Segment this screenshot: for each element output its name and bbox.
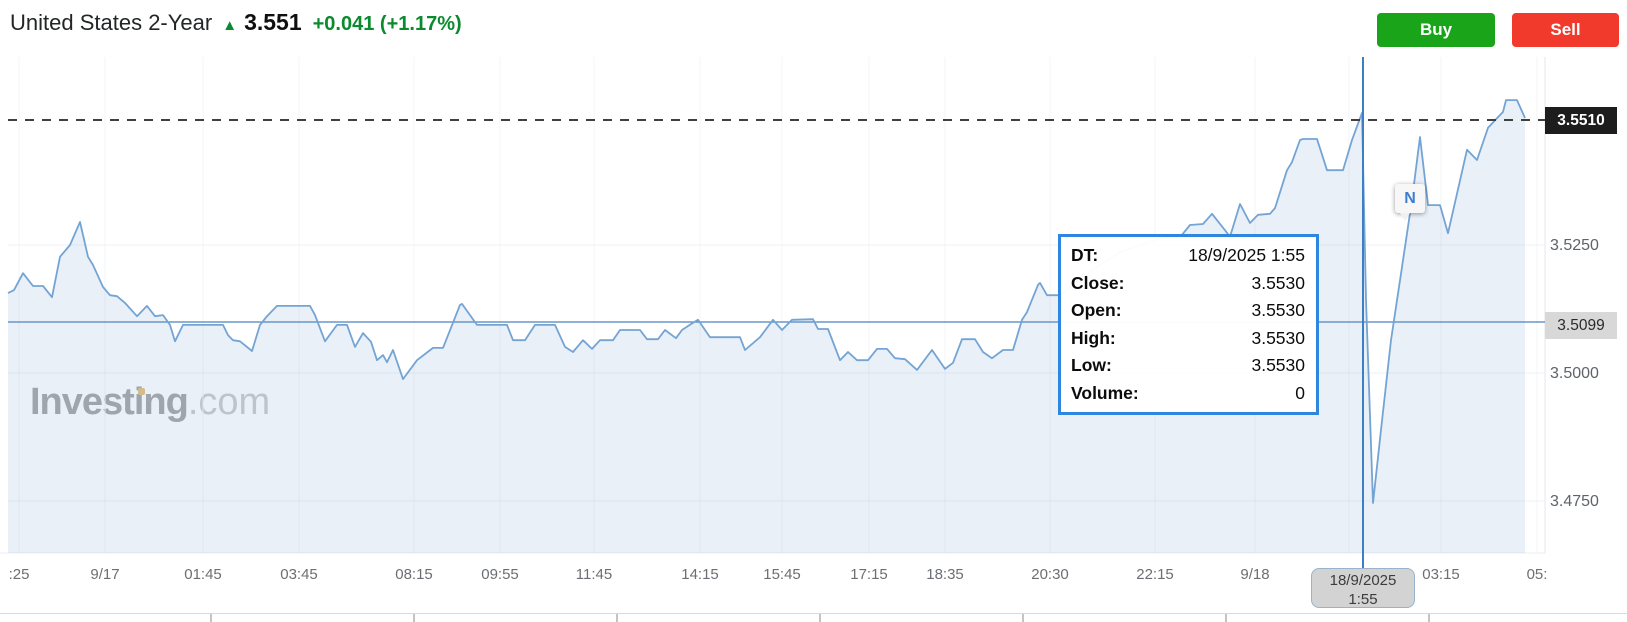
last-price-axis-badge: 3.5510	[1545, 107, 1617, 134]
area-fill	[8, 100, 1525, 553]
watermark-suffix: .com	[188, 381, 270, 423]
x-axis-label: 22:15	[1136, 566, 1174, 583]
price-change: +0.041 (+1.17%)	[313, 13, 462, 36]
y-axis-label: 3.4750	[1550, 493, 1599, 510]
x-axis-label: :25	[8, 566, 30, 583]
x-axis-label: 9/17	[90, 566, 120, 583]
bottom-table-divider	[616, 614, 618, 622]
change-value: +0.041	[312, 13, 375, 35]
x-axis-label: 03:45	[280, 566, 318, 583]
crosshair-time: 1:55	[1348, 591, 1378, 608]
sell-button[interactable]: Sell	[1512, 13, 1619, 47]
tooltip-label: DT:	[1071, 245, 1099, 266]
tooltip-row: High: 3.5530	[1071, 325, 1305, 353]
watermark-main: Investing	[30, 381, 189, 423]
x-axis-label: 09:55	[481, 566, 519, 583]
tooltip-label: Close:	[1071, 272, 1125, 293]
watermark-accent-dot	[138, 388, 145, 395]
bottom-table-divider	[819, 614, 821, 622]
tooltip-label: Low:	[1071, 355, 1112, 376]
tooltip-value: 3.5530	[1251, 327, 1305, 348]
crosshair-date-label: 18/9/2025 1:55	[1311, 568, 1415, 608]
x-axis-label: 08:15	[395, 566, 433, 583]
tooltip-row: Close: 3.5530	[1071, 270, 1305, 298]
x-axis-label: 03:15	[1422, 566, 1460, 583]
tooltip-row: Low: 3.5530	[1071, 352, 1305, 380]
buy-button[interactable]: Buy	[1377, 13, 1495, 47]
tooltip-label: Volume:	[1071, 382, 1139, 403]
tooltip-row: Volume: 0	[1071, 380, 1305, 408]
bottom-table-divider	[413, 614, 415, 622]
x-axis-label: 05:	[1526, 566, 1548, 583]
bottom-table-edge	[0, 613, 1627, 622]
x-axis-label: 14:15	[681, 566, 719, 583]
tooltip-row: DT: 18/9/2025 1:55	[1071, 242, 1305, 270]
bottom-table-divider	[1022, 614, 1024, 622]
tooltip-value: 3.5530	[1251, 272, 1305, 293]
bottom-table-divider	[1225, 614, 1227, 622]
x-axis-label: 17:15	[850, 566, 888, 583]
change-percent: (+1.17%)	[379, 13, 462, 35]
last-price: 3.551	[244, 9, 302, 35]
bottom-table-divider	[1428, 614, 1430, 622]
tooltip-label: Open:	[1071, 300, 1122, 321]
crosshair-date: 18/9/2025	[1329, 572, 1397, 589]
price-line	[7, 99, 1526, 504]
x-axis-label: 18:35	[926, 566, 964, 583]
instrument-summary: United States 2-Year ▲ 3.551 +0.041 (+1.…	[10, 9, 462, 36]
ohlc-tooltip: DT: 18/9/2025 1:55 Close: 3.5530 Open: 3.5530…	[1058, 234, 1319, 415]
x-axis-label: 01:45	[184, 566, 222, 583]
tooltip-row: Open: 3.5530	[1071, 297, 1305, 325]
instrument-header: United States 2-Year ▲ 3.551 +0.041 (+1.…	[0, 0, 1627, 56]
y-axis-label: 3.5250	[1550, 237, 1599, 254]
investing-watermark: Investing.com	[30, 381, 270, 424]
tooltip-label: High:	[1071, 327, 1116, 348]
bottom-table-divider	[210, 614, 212, 622]
x-axis-label: 11:45	[575, 566, 613, 583]
tooltip-value: 18/9/2025 1:55	[1188, 245, 1305, 266]
x-axis-label: 15:45	[763, 566, 801, 583]
news-marker-badge[interactable]: N	[1395, 184, 1425, 221]
y-axis-label: 3.5000	[1550, 365, 1599, 382]
up-arrow-icon: ▲	[222, 17, 238, 34]
x-axis-label: 20:30	[1031, 566, 1069, 583]
tooltip-value: 0	[1295, 382, 1305, 403]
tooltip-value: 3.5530	[1251, 300, 1305, 321]
tooltip-value: 3.5530	[1251, 355, 1305, 376]
prev-close-axis-badge: 3.5099	[1545, 312, 1617, 339]
page-title: United States 2-Year	[10, 10, 213, 35]
x-axis-label: 9/18	[1240, 566, 1270, 583]
